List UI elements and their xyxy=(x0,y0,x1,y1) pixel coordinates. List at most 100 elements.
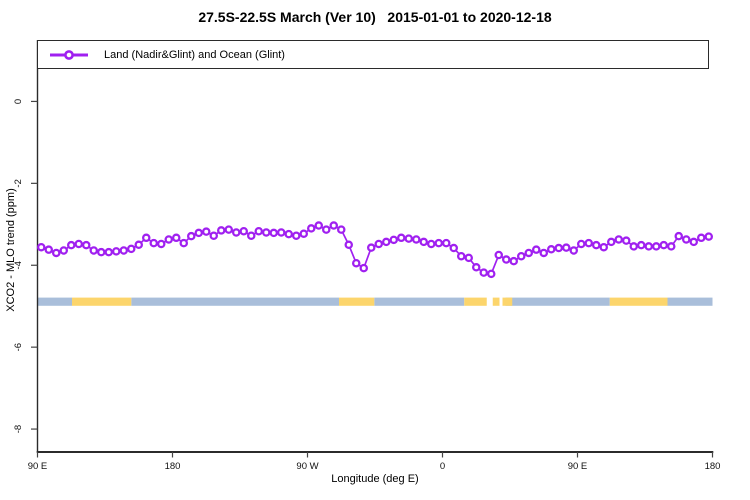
data-point-marker xyxy=(411,235,421,244)
y-axis-title: XCO2 - MLO trend (ppm) xyxy=(5,188,17,312)
data-point-marker xyxy=(344,240,353,250)
data-point-marker xyxy=(231,228,241,237)
x-tick-label: 90 E xyxy=(28,461,48,472)
data-point-marker xyxy=(704,232,714,241)
data-point-marker xyxy=(592,240,601,250)
land-band-segment xyxy=(492,297,500,306)
data-point-marker xyxy=(396,233,406,243)
data-point-marker xyxy=(74,239,84,249)
ocean-band-segment xyxy=(131,297,339,306)
data-point-marker xyxy=(539,248,549,258)
data-point-marker xyxy=(644,242,654,251)
data-point-marker xyxy=(569,246,579,255)
x-tick-label: 180 xyxy=(165,461,181,472)
x-tick-label: 90 W xyxy=(296,461,318,472)
data-point-marker xyxy=(547,245,556,254)
ocean-band-segment xyxy=(667,297,713,306)
data-point-marker xyxy=(224,225,233,234)
data-point-marker xyxy=(276,228,286,237)
data-point-marker xyxy=(374,239,383,249)
legend-box: Land (Nadir&Glint) and Ocean (Glint) xyxy=(37,40,709,69)
data-point-marker xyxy=(216,226,226,235)
data-point-marker xyxy=(52,248,61,258)
data-point-marker xyxy=(299,229,308,238)
data-point-marker xyxy=(97,247,106,257)
data-point-marker xyxy=(659,240,669,250)
data-point-marker xyxy=(697,233,706,243)
legend-series-label: Land (Nadir&Glint) and Ocean (Glint) xyxy=(104,48,285,61)
data-point-marker xyxy=(67,240,76,250)
data-point-marker xyxy=(126,244,136,254)
ocean-band-segment xyxy=(505,297,610,306)
data-point-marker xyxy=(614,235,624,244)
data-point-marker xyxy=(156,239,166,249)
data-point-marker xyxy=(321,225,331,234)
data-point-marker xyxy=(186,231,196,241)
data-point-marker xyxy=(112,247,121,256)
data-point-marker xyxy=(434,238,443,248)
data-point-marker xyxy=(426,239,436,249)
data-point-marker xyxy=(532,245,541,254)
legend-circle-icon xyxy=(64,49,74,60)
data-point-marker xyxy=(141,233,151,243)
data-point-marker xyxy=(486,269,496,279)
data-point-marker xyxy=(59,246,69,255)
x-tick-label: 0 xyxy=(440,461,445,472)
data-point-marker xyxy=(667,242,676,251)
data-point-marker xyxy=(554,243,564,253)
data-point-marker xyxy=(366,243,376,252)
data-point-marker xyxy=(314,221,323,230)
data-point-marker xyxy=(599,242,609,252)
data-point-marker xyxy=(82,240,91,250)
data-point-marker xyxy=(164,235,173,244)
data-point-marker xyxy=(209,231,218,241)
data-point-marker xyxy=(652,242,661,251)
y-tick-label: -4 xyxy=(13,261,24,269)
data-point-marker xyxy=(284,229,293,239)
x-axis-title: Longitude (deg E) xyxy=(331,473,419,485)
x-tick-label: 180 xyxy=(705,461,721,472)
data-point-marker xyxy=(44,245,54,254)
data-point-marker xyxy=(509,256,518,266)
land-band-segment xyxy=(339,297,375,306)
data-point-marker xyxy=(171,233,181,243)
data-point-marker xyxy=(336,225,346,234)
data-point-marker xyxy=(381,237,391,247)
data-point-marker xyxy=(119,246,129,255)
data-point-marker xyxy=(622,236,631,245)
data-point-marker xyxy=(351,258,361,268)
data-point-marker xyxy=(562,243,571,252)
data-point-marker xyxy=(389,235,398,245)
y-tick-label: -2 xyxy=(13,179,24,187)
land-band-segment xyxy=(609,297,668,306)
data-point-marker xyxy=(607,237,616,247)
data-point-marker xyxy=(269,228,278,238)
data-point-marker xyxy=(359,263,368,273)
data-point-marker xyxy=(246,231,256,241)
data-point-marker xyxy=(584,238,594,248)
data-point-marker xyxy=(254,227,263,236)
legend-key-marker xyxy=(50,49,88,60)
y-tick-label: 0 xyxy=(13,99,24,104)
data-point-marker xyxy=(441,238,451,248)
data-point-marker xyxy=(674,231,684,241)
data-point-marker xyxy=(682,235,691,244)
data-point-marker xyxy=(689,237,699,247)
data-point-marker xyxy=(239,227,248,236)
data-point-marker xyxy=(201,227,211,236)
data-point-marker xyxy=(517,251,526,261)
land-band-segment xyxy=(72,297,132,306)
ocean-band-segment xyxy=(37,297,72,306)
data-point-marker xyxy=(194,228,203,238)
data-point-marker xyxy=(89,246,99,255)
data-point-marker xyxy=(179,238,188,248)
data-point-marker xyxy=(104,247,114,257)
ocean-band-segment xyxy=(374,297,465,306)
land-band-segment xyxy=(502,297,513,306)
x-tick-label: 90 E xyxy=(568,461,588,472)
y-tick-label: -6 xyxy=(13,343,24,351)
data-point-marker xyxy=(456,251,466,261)
land-band-segment xyxy=(464,297,487,306)
